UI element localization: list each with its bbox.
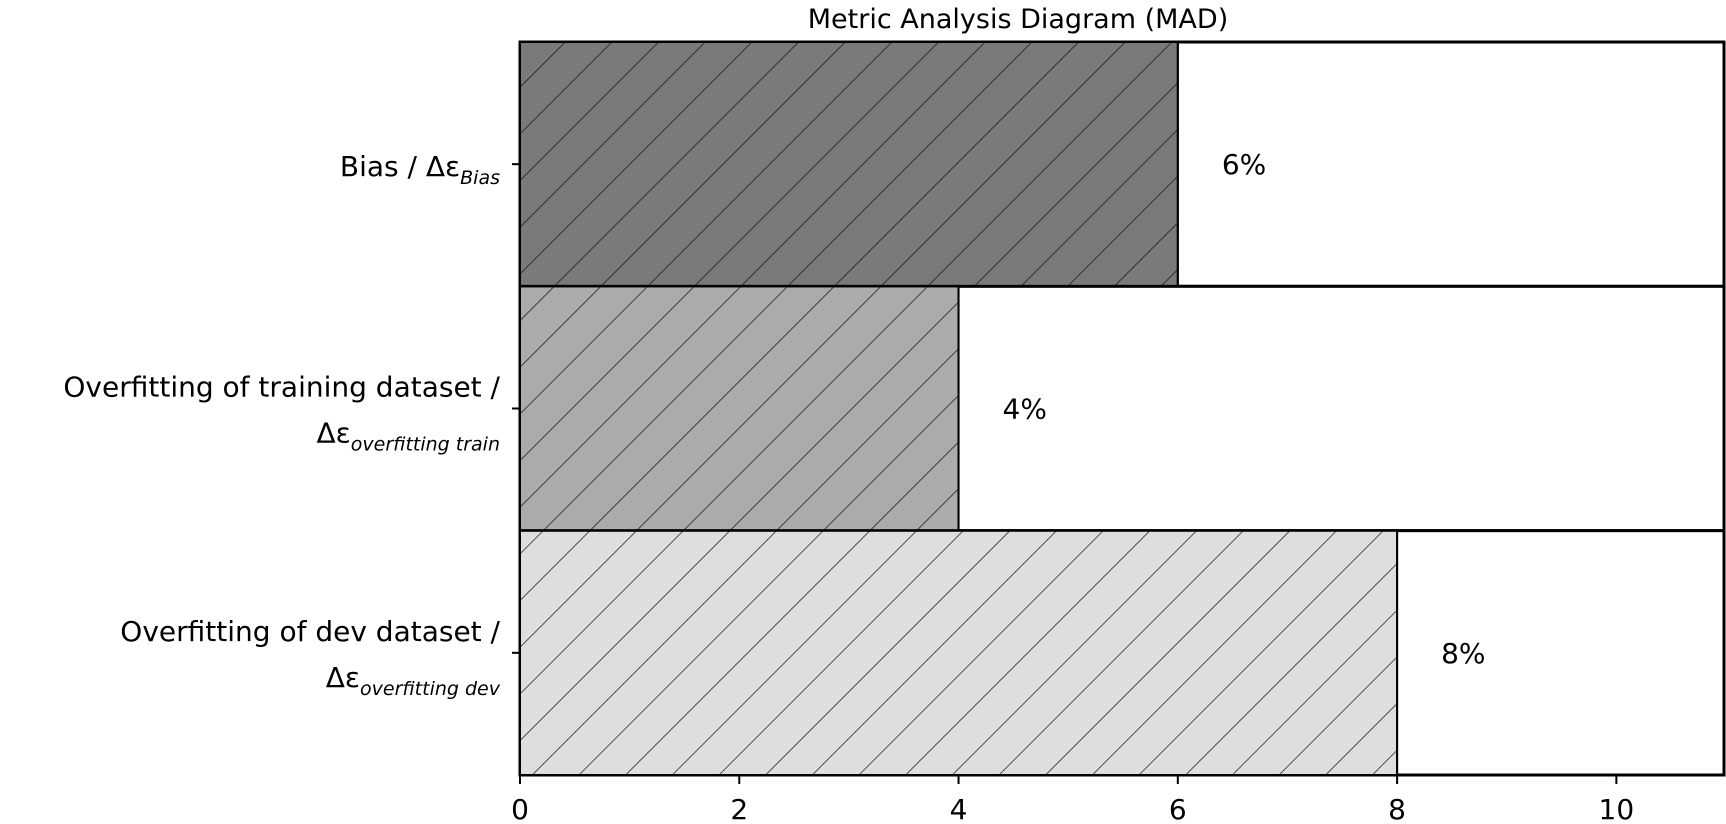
x-tick-label-1: 0 <box>511 793 529 824</box>
x-tick-label-6: 10 <box>1599 793 1635 824</box>
data-label-3: 8% <box>1441 637 1485 670</box>
x-tick-label-2: 2 <box>730 793 748 824</box>
category-label-2: Overfitting of training dataset / <box>63 371 500 404</box>
bar-hatch-2 <box>519 285 960 532</box>
category-label-1: Bias / ΔεBias <box>340 150 500 189</box>
data-label-2: 4% <box>1003 393 1047 426</box>
bar-hatch-3 <box>519 529 1399 777</box>
chart-title: Metric Analysis Diagram (MAD) <box>808 4 1228 35</box>
category-label-line2-2: Δεoverfitting train <box>317 417 501 456</box>
x-tick-label-4: 6 <box>1169 793 1187 824</box>
category-label-line2-3: Δεoverfitting dev <box>326 661 501 700</box>
category-label-3: Overfitting of dev dataset / <box>120 615 500 648</box>
data-label-1: 6% <box>1222 148 1266 181</box>
x-tick-label-3: 4 <box>950 793 968 824</box>
x-tick-label-5: 8 <box>1388 793 1406 824</box>
bar-hatch-1 <box>519 41 1179 288</box>
